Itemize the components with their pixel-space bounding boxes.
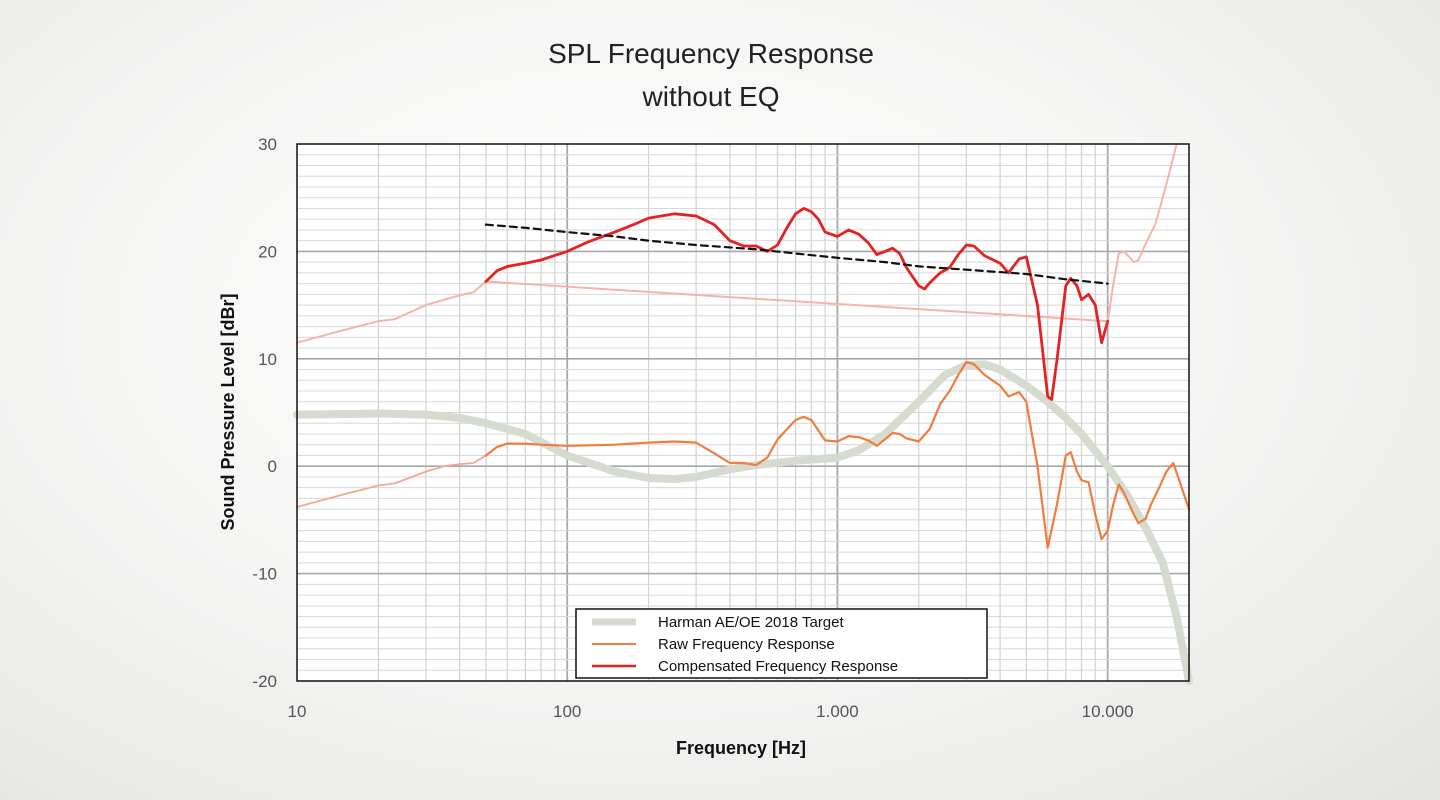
series-line-raw-frequency-response-extended bbox=[296, 454, 487, 508]
series-line-compensated-frequency-response bbox=[484, 207, 1110, 401]
series-line-raw-frequency-response bbox=[484, 360, 1191, 549]
chart-title-line-1: SPL Frequency Response bbox=[548, 38, 874, 69]
y-tick-label: -10 bbox=[252, 565, 277, 584]
series-layer bbox=[293, 143, 1193, 685]
grid bbox=[297, 144, 1189, 681]
y-tick-label: 20 bbox=[258, 242, 277, 261]
y-tick-labels: -20 -10 0 10 20 30 bbox=[252, 135, 277, 691]
y-tick-label: 10 bbox=[258, 350, 277, 369]
legend-label: Compensated Frequency Response bbox=[658, 658, 898, 675]
x-tick-labels: 10 100 1.000 10.000 bbox=[288, 702, 1134, 721]
legend-label: Harman AE/OE 2018 Target bbox=[658, 614, 844, 631]
x-tick-label: 10 bbox=[288, 702, 307, 721]
x-tick-label: 100 bbox=[553, 702, 581, 721]
legend: Harman AE/OE 2018 Target Raw Frequency Re… bbox=[575, 608, 988, 679]
y-tick-label: 0 bbox=[268, 457, 277, 476]
legend-box bbox=[575, 608, 988, 679]
x-tick-label: 1.000 bbox=[816, 702, 859, 721]
series-line-trend bbox=[484, 223, 1109, 285]
x-tick-label: 10.000 bbox=[1082, 702, 1134, 721]
chart-title-line-2: without EQ bbox=[642, 81, 780, 112]
y-tick-label: -20 bbox=[252, 672, 277, 691]
y-axis-label: Sound Pressure Level [dBr] bbox=[218, 293, 238, 530]
plot-frame bbox=[296, 143, 1190, 682]
legend-label: Raw Frequency Response bbox=[658, 636, 835, 653]
x-axis-label: Frequency [Hz] bbox=[676, 738, 806, 758]
y-tick-label: 30 bbox=[258, 135, 277, 154]
